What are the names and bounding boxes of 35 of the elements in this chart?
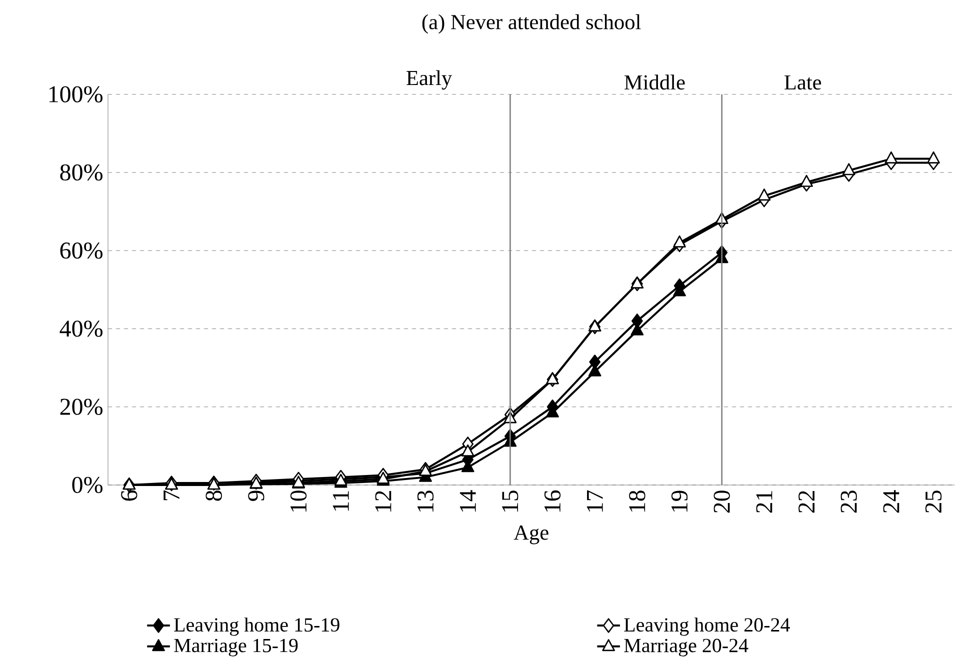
x-tick-label: 11 xyxy=(332,491,349,511)
y-tick-label: 80% xyxy=(60,164,102,181)
text: Late xyxy=(784,75,822,90)
legend-label: Marriage 15-19 xyxy=(174,638,298,656)
x-tick-label: 15 xyxy=(502,490,518,512)
y-tick-label: 0% xyxy=(72,476,102,494)
x-tick-label: 25 xyxy=(925,490,942,513)
chart-title: (a) Never attended school xyxy=(422,14,641,34)
x-tick-label: 13 xyxy=(417,490,434,512)
legend-label: Leaving home 20-24 xyxy=(624,618,790,636)
legend-label: Marriage 20-24 xyxy=(624,638,748,656)
y-tick-label: 100% xyxy=(49,86,102,102)
x-tick-label: 7 xyxy=(164,490,180,500)
legend-label: Leaving home 15-19 xyxy=(174,618,340,636)
x-tick-label: 12 xyxy=(375,491,392,512)
x-tick-label: 8 xyxy=(206,490,222,501)
x-tick-label: 24 xyxy=(883,490,900,513)
x-tick-label: 21 xyxy=(756,491,772,513)
x-tick-label: 19 xyxy=(671,490,688,512)
x-tick-label: 9 xyxy=(248,490,264,501)
x-tick-label: 23 xyxy=(840,490,857,513)
text: Middle xyxy=(624,74,685,90)
y-tick-label: 40% xyxy=(60,320,102,337)
y-tick-label: 60% xyxy=(60,242,102,259)
y-tick-label: 20% xyxy=(60,398,102,416)
x-tick-label: 22 xyxy=(798,491,814,513)
x-axis-title: Age xyxy=(514,526,548,544)
text: Early xyxy=(406,70,452,90)
x-tick-label: 17 xyxy=(586,490,603,512)
x-tick-label: 18 xyxy=(629,490,646,512)
x-tick-label: 10 xyxy=(290,490,307,512)
x-tick-label: 14 xyxy=(460,490,476,512)
x-tick-label: 16 xyxy=(544,490,561,512)
x-tick-label: 20 xyxy=(714,490,730,513)
x-tick-label: 6 xyxy=(121,490,138,501)
